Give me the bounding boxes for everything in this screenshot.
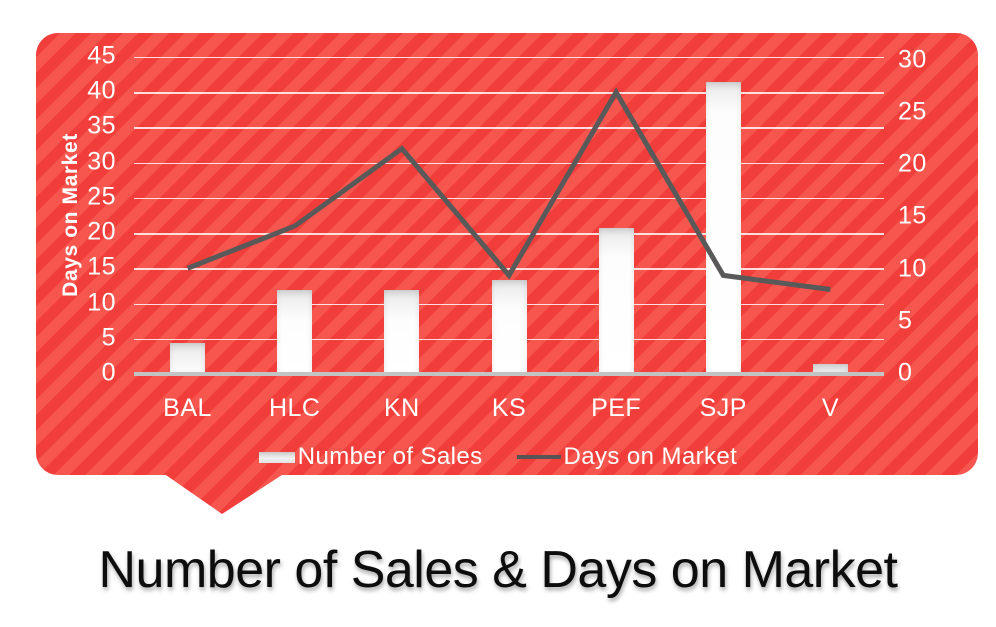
- gridline: [134, 92, 884, 94]
- bar-V: [812, 363, 848, 374]
- bar-swatch-icon: [258, 451, 295, 463]
- right-axis-tick-label: 15: [898, 201, 927, 230]
- gridline: [134, 162, 884, 165]
- left-axis-tick-label: 40: [87, 76, 116, 105]
- category-label-V: V: [821, 394, 840, 422]
- left-axis-tick-label: 10: [87, 288, 116, 317]
- left-axis-title: Days on Market: [59, 133, 82, 297]
- left-axis-tick-label: 45: [87, 41, 116, 70]
- left-axis-tick-label: 25: [87, 182, 116, 211]
- left-axis-tick-label: 5: [101, 323, 116, 352]
- gridline: [134, 197, 884, 200]
- category-label-KS: KS: [491, 394, 527, 422]
- bar-PEF: [598, 227, 634, 374]
- gridline: [134, 127, 884, 129]
- gridline: [134, 233, 884, 235]
- left-axis-tick-label: 0: [101, 358, 116, 387]
- chart-title: Number of Sales & Days on Market: [98, 541, 899, 599]
- left-axis-tick-label: 30: [87, 147, 116, 176]
- gridline: [134, 268, 884, 270]
- bar-HLC: [277, 290, 313, 374]
- right-axis-tick-label: 0: [898, 358, 913, 387]
- legend: Number of Sales Days on Market: [0, 443, 996, 471]
- gridline: [134, 57, 884, 59]
- right-axis-tick-label: 5: [898, 306, 913, 335]
- category-label-KN: KN: [383, 394, 420, 422]
- bar-KS: [491, 280, 527, 374]
- bar-KN: [384, 290, 420, 374]
- right-axis-tick-label: 25: [898, 97, 927, 126]
- legend-item-sales: Number of Sales: [258, 443, 483, 471]
- bar-BAL: [170, 342, 206, 374]
- x-axis-line: [134, 372, 884, 376]
- category-label-HLC: HLC: [268, 394, 321, 422]
- right-axis-tick-label: 20: [898, 149, 927, 178]
- bar-SJP: [705, 81, 741, 374]
- category-label-PEF: PEF: [591, 394, 642, 422]
- left-axis-tick-label: 35: [87, 111, 116, 140]
- legend-label: Days on Market: [563, 443, 738, 470]
- legend-item-days: Days on Market: [516, 443, 738, 471]
- legend-label: Number of Sales: [297, 443, 483, 470]
- left-axis-tick-label: 15: [87, 252, 116, 281]
- right-axis-tick-label: 30: [898, 45, 927, 74]
- bubble-tail: [163, 473, 285, 514]
- right-axis-tick-label: 10: [898, 254, 927, 283]
- line-swatch-icon: [516, 454, 561, 460]
- category-label-SJP: SJP: [699, 394, 747, 422]
- category-label-BAL: BAL: [163, 394, 212, 422]
- left-axis-tick-label: 20: [87, 217, 116, 246]
